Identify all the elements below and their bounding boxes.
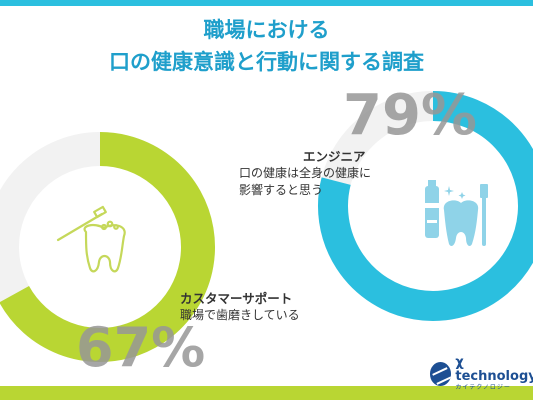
donut-left-value-arc <box>0 132 215 362</box>
page-title: 職場における 口の健康意識と行動に関する調査 <box>0 14 533 78</box>
logo-subtext: カイテクノロジー <box>455 384 511 391</box>
donut-right-value-arc <box>318 91 533 321</box>
engineer-series-name: エンジニア <box>303 149 366 164</box>
top-accent-bar <box>0 0 533 6</box>
logo-mark-icon <box>430 362 452 386</box>
engineer-description-line-2: 影響すると思う <box>239 183 324 197</box>
dental-care-icon <box>425 180 488 246</box>
logo-text: χ technology <box>455 355 533 384</box>
support-description: 職場で歯磨きしている <box>180 308 300 322</box>
support-series-name: カスタマーサポート <box>180 291 293 306</box>
engineer-description-line-1: 口の健康は全身の健康に <box>239 166 372 180</box>
bottom-accent-bar <box>0 386 533 400</box>
title-line-2: 口の健康意識と行動に関する調査 <box>109 50 424 74</box>
support-legend: カスタマーサポート 職場で歯磨きしている <box>180 290 300 324</box>
engineer-legend: エンジニア 口の健康は全身の健康に 影響すると思う <box>239 148 371 199</box>
tooth-with-brush-icon <box>56 205 126 273</box>
donut-left-inner <box>32 179 168 315</box>
support-percent-label: 67% <box>76 316 206 379</box>
engineer-percent-label: 79% <box>343 83 478 148</box>
title-line-1: 職場における <box>203 18 330 42</box>
company-logo: χ technology カイテクノロジー <box>430 356 533 392</box>
